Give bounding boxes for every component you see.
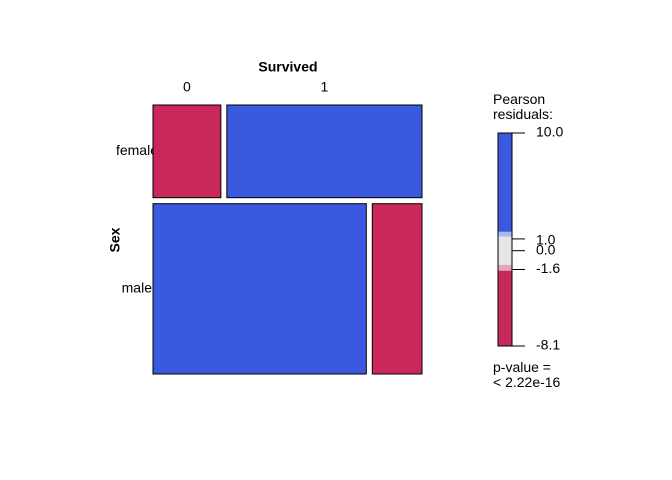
legend-band: [498, 133, 512, 232]
x-axis-title: Survived: [258, 59, 317, 75]
row-label: female: [116, 142, 158, 158]
mosaic-cell: [371, 203, 423, 375]
legend-tick-label: 0.0: [536, 241, 556, 257]
legend-tick-label: -8.1: [536, 337, 560, 353]
mosaic-cell: [226, 104, 423, 199]
mosaic-cell: [152, 203, 367, 375]
row-label: male: [122, 280, 153, 296]
y-axis-title: Sex: [107, 227, 123, 252]
mosaic-cell: [152, 104, 222, 199]
legend-title: Pearson residuals:: [493, 91, 553, 122]
column-label: 1: [321, 79, 329, 95]
p-value: < 2.22e-16: [493, 374, 561, 390]
legend-band: [498, 231, 512, 237]
legend-tick-label: 10.0: [536, 124, 563, 140]
legend-frame: [497, 132, 513, 347]
legend-band: [498, 270, 512, 346]
p-value-label: p-value =: [493, 359, 551, 375]
legend-tick-label: -1.6: [536, 260, 560, 276]
legend-tick-label: 1.0: [536, 232, 556, 248]
legend-band: [498, 264, 512, 271]
column-label: 0: [183, 79, 191, 95]
legend-band: [498, 236, 512, 265]
